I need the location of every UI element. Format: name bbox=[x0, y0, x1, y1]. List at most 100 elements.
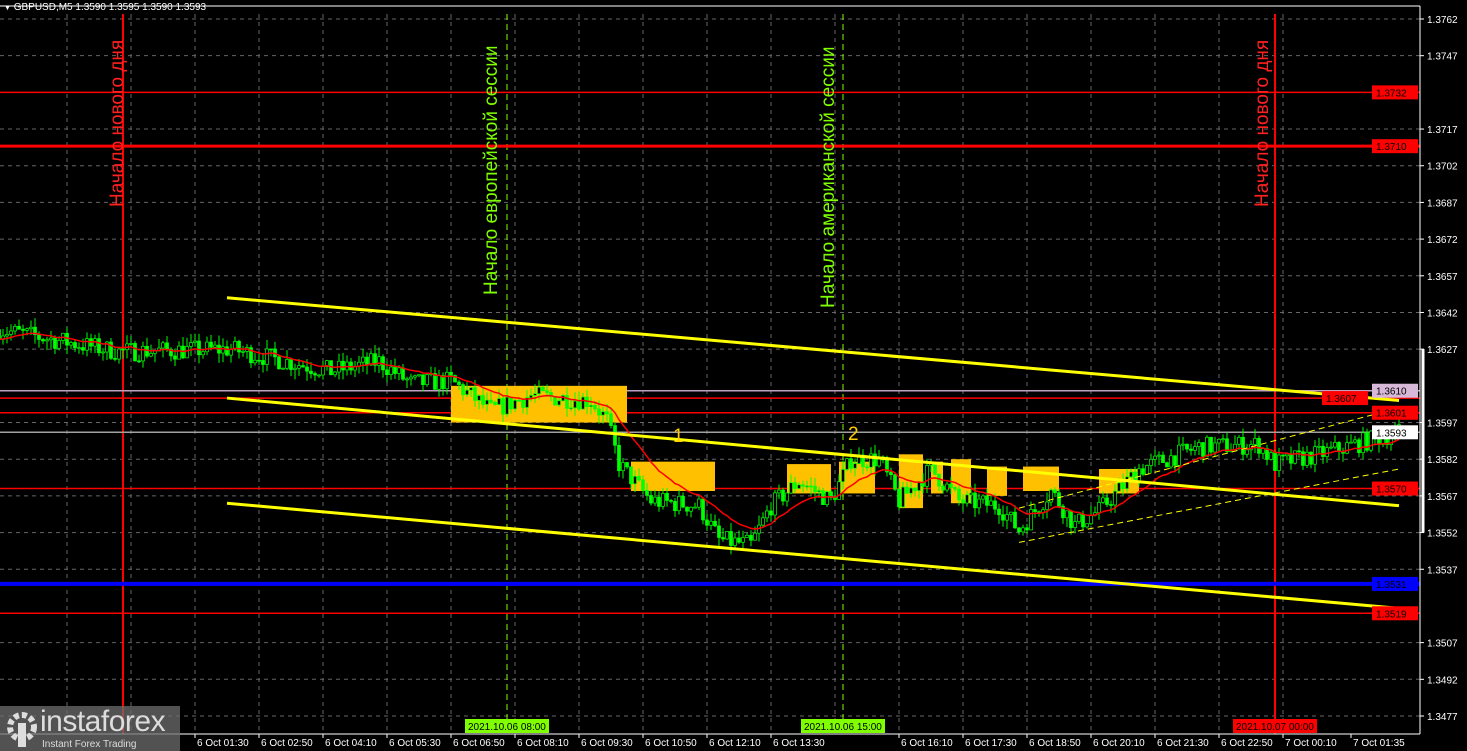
candle-body bbox=[149, 353, 153, 357]
candle-body bbox=[1009, 511, 1013, 515]
candle-body bbox=[313, 373, 317, 376]
candle-body bbox=[301, 365, 305, 368]
price-tick-label: 1.3762 bbox=[1427, 15, 1458, 26]
candle-body bbox=[385, 369, 389, 375]
candle-body bbox=[257, 359, 261, 362]
time-tick-label: 6 Oct 12:10 bbox=[709, 738, 761, 749]
candle-body bbox=[525, 397, 529, 408]
candle-body bbox=[685, 506, 689, 512]
candle-body bbox=[1049, 489, 1053, 503]
price-tick-label: 1.3687 bbox=[1427, 198, 1458, 209]
price-level-badge bbox=[1372, 481, 1418, 496]
candle-body bbox=[437, 375, 441, 390]
price-tick-label: 1.3597 bbox=[1427, 419, 1458, 430]
time-tick-label: 7 Oct 01:35 bbox=[1353, 738, 1405, 749]
candle-body bbox=[1085, 523, 1089, 528]
candle-body bbox=[1205, 436, 1209, 457]
candle-body bbox=[1333, 442, 1337, 448]
candle-body bbox=[1321, 445, 1325, 457]
candle-body bbox=[769, 510, 773, 516]
candle-body bbox=[1053, 489, 1057, 494]
candle-body bbox=[937, 473, 941, 487]
time-tick-label: 6 Oct 18:50 bbox=[1029, 738, 1081, 749]
candle-body bbox=[1101, 497, 1105, 503]
gear-icon bbox=[7, 712, 37, 747]
candle-body bbox=[505, 396, 509, 415]
candle-body bbox=[697, 498, 701, 508]
america-session-label: Начало американской сессии bbox=[818, 46, 839, 308]
candle-body bbox=[1149, 458, 1153, 466]
candle-body bbox=[1169, 455, 1173, 468]
candle-body bbox=[469, 387, 473, 391]
candle-body bbox=[681, 495, 685, 508]
candle-body bbox=[717, 525, 721, 538]
candle-body bbox=[969, 492, 973, 496]
candle-body bbox=[165, 342, 169, 350]
candle-body bbox=[1005, 514, 1009, 521]
candle-body bbox=[1309, 451, 1313, 465]
candle-body bbox=[1165, 462, 1169, 468]
candle-body bbox=[309, 370, 313, 374]
consolidation-box bbox=[951, 459, 971, 504]
candle-body bbox=[457, 381, 461, 385]
candle-body bbox=[1237, 436, 1241, 445]
candle-body bbox=[765, 510, 769, 519]
candle-body bbox=[377, 356, 381, 366]
channel-trend-line bbox=[1018, 407, 1400, 509]
candle-body bbox=[201, 351, 205, 356]
candle-body bbox=[365, 356, 369, 366]
price-tick-label: 1.3492 bbox=[1427, 675, 1458, 686]
candle-body bbox=[737, 537, 741, 543]
candle-body bbox=[133, 343, 137, 362]
mark-2: 2 bbox=[848, 424, 859, 445]
time-tick-label: 6 Oct 05:30 bbox=[389, 738, 441, 749]
candle-body bbox=[1157, 454, 1161, 457]
price-tick-label: 1.3582 bbox=[1427, 455, 1458, 466]
candle-body bbox=[509, 396, 513, 410]
candle-body bbox=[537, 386, 541, 395]
candle-body bbox=[193, 340, 197, 343]
price-tick-label: 1.3537 bbox=[1427, 565, 1458, 576]
candle-body bbox=[1065, 510, 1069, 519]
candle-body bbox=[713, 520, 717, 527]
candle-body bbox=[581, 396, 585, 410]
candle-body bbox=[393, 366, 397, 374]
candle-body bbox=[1357, 439, 1361, 454]
candle-body bbox=[793, 482, 797, 489]
price-level-badge bbox=[1372, 425, 1418, 440]
candle-body bbox=[453, 375, 457, 383]
candle-body bbox=[433, 373, 437, 390]
candle-body bbox=[797, 484, 801, 489]
menu-triangle-icon[interactable]: ▼ bbox=[4, 5, 11, 12]
candle-body bbox=[1001, 514, 1005, 521]
candle-body bbox=[1261, 448, 1265, 454]
time-tick-label: 6 Oct 02:50 bbox=[261, 738, 313, 749]
candle-body bbox=[889, 471, 893, 476]
candle-body bbox=[1217, 438, 1221, 444]
candle-body bbox=[493, 401, 497, 405]
candle-body bbox=[1297, 450, 1301, 453]
time-highlight-label: 2021.10.07 00:00 bbox=[1236, 722, 1314, 733]
candle-body bbox=[285, 359, 289, 369]
candle-body bbox=[785, 492, 789, 502]
candle-body bbox=[605, 411, 609, 415]
candle-body bbox=[953, 487, 957, 490]
candle-body bbox=[733, 537, 737, 546]
candle-body bbox=[893, 474, 897, 490]
candle-body bbox=[629, 466, 633, 485]
candle-body bbox=[449, 371, 453, 376]
candle-body bbox=[1113, 490, 1117, 506]
candle-body bbox=[81, 347, 85, 351]
candle-body bbox=[445, 371, 449, 390]
candle-body bbox=[421, 374, 425, 386]
candle-body bbox=[613, 425, 617, 446]
candle-body bbox=[461, 384, 465, 395]
candle-body bbox=[577, 400, 581, 410]
candle-body bbox=[473, 387, 477, 401]
candle-body bbox=[277, 356, 281, 370]
time-highlight-label: 2021.10.06 08:00 bbox=[468, 722, 546, 733]
candle-body bbox=[1061, 505, 1065, 519]
candle-body bbox=[817, 490, 821, 493]
candle-body bbox=[1241, 436, 1245, 455]
